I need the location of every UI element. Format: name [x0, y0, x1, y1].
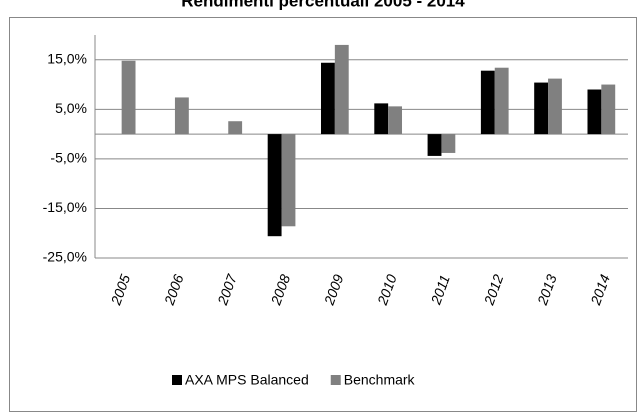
- bar: [534, 82, 549, 135]
- bar: [374, 103, 389, 135]
- bar: [320, 62, 335, 135]
- bar: [121, 60, 136, 135]
- y-tick-label: 5,0%: [55, 100, 87, 116]
- bar: [174, 97, 189, 135]
- bar: [587, 89, 602, 135]
- bar: [480, 70, 495, 135]
- bar: [388, 106, 403, 135]
- legend-swatch: [330, 375, 341, 385]
- bar: [441, 134, 456, 153]
- legend-swatch: [172, 375, 182, 385]
- y-tick-label: 15,0%: [47, 50, 87, 66]
- y-tick-label: -25,0%: [43, 249, 87, 265]
- bar: [548, 78, 562, 135]
- y-tick-label: -5,0%: [50, 150, 87, 166]
- bar: [267, 134, 282, 237]
- bar: [601, 84, 616, 135]
- bar: [427, 134, 442, 156]
- bar: [334, 44, 349, 135]
- bar: [228, 121, 243, 135]
- legend-label: AXA MPS Balanced: [185, 372, 309, 388]
- y-tick-label: -15,0%: [43, 199, 87, 215]
- bar: [494, 67, 509, 135]
- legend-label: Benchmark: [344, 372, 416, 388]
- bar: [281, 134, 296, 227]
- chart-title: Rendimenti percentuali 2005 - 2014: [181, 0, 465, 10]
